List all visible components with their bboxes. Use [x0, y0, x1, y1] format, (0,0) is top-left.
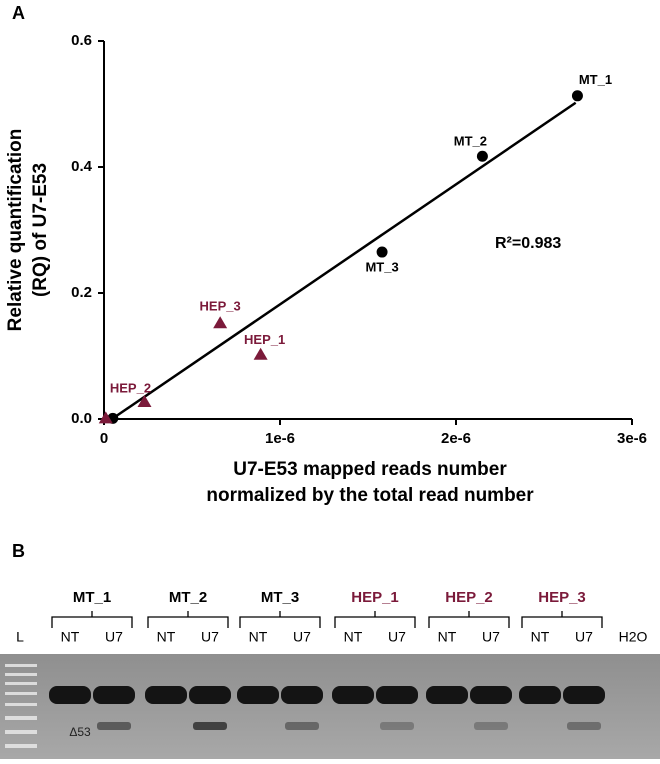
ladder-band — [5, 664, 37, 667]
gel-band — [237, 686, 279, 704]
x-tick-label: 3e-6 — [617, 430, 647, 447]
lane-label: NT — [61, 629, 80, 645]
group-label: MT_3 — [261, 589, 299, 606]
lane-label: U7 — [482, 629, 500, 645]
band-label: Δ53 — [69, 725, 91, 739]
lane-label: U7 — [105, 629, 123, 645]
y-tick-label: 0.4 — [71, 158, 93, 175]
data-point — [253, 347, 268, 360]
point-label: MT_3 — [365, 259, 398, 274]
y-tick-label: 0.0 — [71, 410, 92, 427]
gel-band — [49, 686, 91, 704]
bracket — [334, 611, 416, 628]
lane-label: NT — [249, 629, 268, 645]
ladder-band — [5, 673, 37, 676]
bracket — [239, 611, 321, 628]
lane-label: NT — [344, 629, 363, 645]
control-label: H2O — [619, 629, 648, 645]
gel-band-small — [285, 722, 319, 730]
gel-band — [376, 686, 418, 704]
panel-label: B — [12, 541, 25, 561]
gel-band — [332, 686, 374, 704]
y-axis-label: (RQ) of U7-E53 — [30, 163, 51, 297]
y-tick-label: 0.6 — [71, 32, 92, 49]
ladder-label: L — [16, 629, 24, 645]
y-axis-label: Relative quantification — [5, 129, 26, 332]
panel-label: A — [12, 3, 25, 23]
group-label: MT_1 — [73, 589, 111, 606]
data-point — [476, 150, 488, 162]
gel-band — [563, 686, 605, 704]
x-axis-label: normalized by the total read number — [206, 485, 534, 506]
ladder-band — [5, 716, 37, 720]
ladder-band — [5, 730, 37, 734]
ladder-band — [5, 692, 37, 695]
point-label: HEP_3 — [200, 299, 241, 314]
lane-label: U7 — [201, 629, 219, 645]
data-point — [98, 411, 113, 424]
lane-label: U7 — [575, 629, 593, 645]
point-label: MT_1 — [579, 72, 612, 87]
annotation: R²=0.983 — [495, 235, 561, 252]
gel-band-small — [567, 722, 601, 730]
lane-label: NT — [157, 629, 176, 645]
group-label: MT_2 — [169, 589, 207, 606]
gel-band — [519, 686, 561, 704]
gel-band-small — [474, 722, 508, 730]
gel-band — [281, 686, 323, 704]
ladder-band — [5, 703, 37, 706]
x-tick-label: 2e-6 — [441, 430, 471, 447]
x-tick-label: 0 — [100, 430, 108, 447]
data-point — [376, 246, 388, 258]
data-point — [571, 90, 583, 102]
point-label: HEP_2 — [110, 380, 151, 395]
bracket — [428, 611, 510, 628]
gel-band-small — [380, 722, 414, 730]
lane-label: NT — [531, 629, 550, 645]
x-axis-label: U7-E53 mapped reads number — [233, 459, 507, 480]
point-label: HEP_1 — [244, 332, 285, 347]
fit-line — [111, 101, 577, 421]
gel-band-small — [193, 722, 227, 730]
gel-band — [426, 686, 468, 704]
gel-background — [0, 654, 660, 759]
gel-band-small — [97, 722, 131, 730]
y-tick-label: 0.2 — [71, 284, 92, 301]
group-label: HEP_2 — [445, 589, 493, 606]
gel-band — [470, 686, 512, 704]
gel-band — [145, 686, 187, 704]
x-tick-label: 1e-6 — [265, 430, 295, 447]
lane-label: NT — [438, 629, 457, 645]
group-label: HEP_3 — [538, 589, 586, 606]
bracket — [521, 611, 603, 628]
ladder-band — [5, 682, 37, 685]
data-point — [213, 316, 228, 329]
group-label: HEP_1 — [351, 589, 399, 606]
lane-label: U7 — [293, 629, 311, 645]
bracket — [51, 611, 133, 628]
bracket — [147, 611, 229, 628]
gel-band — [189, 686, 231, 704]
gel-band — [93, 686, 135, 704]
point-label: MT_2 — [454, 134, 487, 149]
ladder-band — [5, 744, 37, 748]
data-point — [137, 394, 152, 407]
lane-label: U7 — [388, 629, 406, 645]
